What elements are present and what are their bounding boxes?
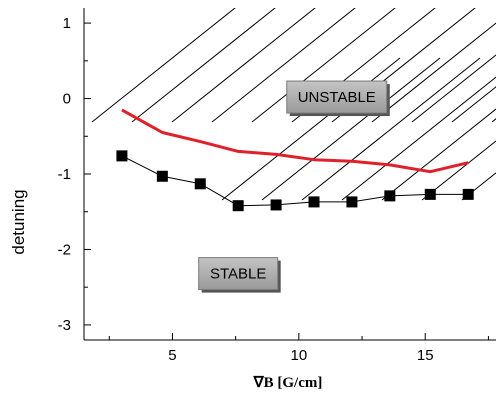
hatch-line <box>461 172 496 201</box>
hatch-line <box>411 54 496 123</box>
data-point <box>270 199 282 211</box>
hatch-line <box>491 118 496 123</box>
y-tick-label: 0 <box>63 91 71 108</box>
data-point <box>232 200 244 212</box>
y-tick-label: -1 <box>58 166 71 183</box>
data-point <box>384 190 396 202</box>
data-point <box>346 196 358 208</box>
y-axis-label: detuning <box>9 189 28 254</box>
data-point <box>116 150 128 162</box>
hatch-line <box>421 140 496 201</box>
hatch-line <box>211 8 356 123</box>
data-point <box>462 188 474 200</box>
y-tick-label: -2 <box>58 241 71 258</box>
hatch-line <box>91 8 236 123</box>
stability-boundary-line <box>121 108 469 174</box>
data-point <box>156 170 168 182</box>
x-tick-label: 10 <box>291 347 308 364</box>
x-axis-label: ∇B [G/cm] <box>253 375 323 391</box>
hatch-line <box>251 8 396 123</box>
label-text: STABLE <box>210 266 266 283</box>
x-tick-label: 15 <box>417 347 434 364</box>
hatch-line <box>301 57 481 201</box>
hatch-line <box>221 57 401 201</box>
data-point <box>308 196 320 208</box>
axes: 10-1-2-35 10 15 <box>58 8 496 364</box>
y-tick-label: 1 <box>63 15 71 32</box>
region-label-stable: STABLE <box>198 257 281 293</box>
hatch-line <box>381 108 496 201</box>
data-point <box>194 178 206 190</box>
hatch-line <box>451 86 496 123</box>
hatch-line <box>341 76 496 201</box>
hatch-line <box>131 8 276 123</box>
data-series <box>116 108 474 212</box>
y-tick-label: -3 <box>58 317 71 334</box>
threshold-line <box>121 155 469 207</box>
label-box <box>198 257 279 291</box>
region-labels: UNSTABLE STABLE <box>198 80 390 293</box>
hatch-line <box>261 57 441 201</box>
hatch-line <box>171 8 316 123</box>
data-point <box>424 188 436 200</box>
region-label-unstable: UNSTABLE <box>286 80 390 117</box>
hatch-line <box>371 22 496 123</box>
label-text: UNSTABLE <box>298 89 376 106</box>
x-tick-label: 5 <box>168 347 176 364</box>
label-box <box>286 80 388 114</box>
